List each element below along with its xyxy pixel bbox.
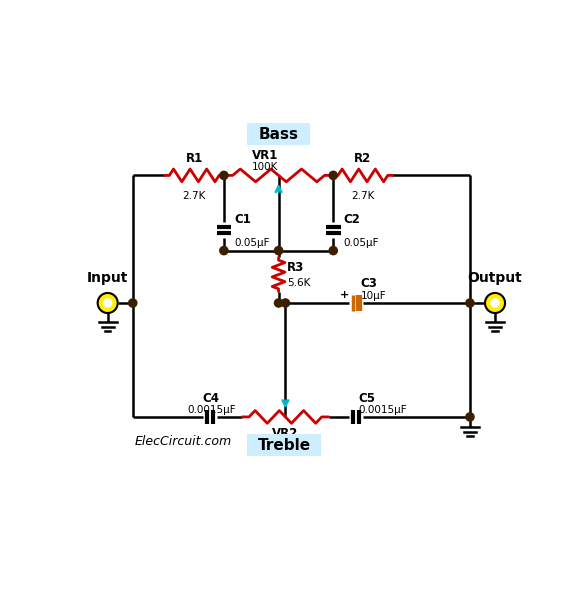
Text: 10μF: 10μF (360, 291, 386, 301)
Text: 100K: 100K (252, 162, 278, 172)
Circle shape (466, 413, 474, 421)
Circle shape (220, 247, 228, 254)
Text: VR2: VR2 (272, 427, 299, 440)
Text: C3: C3 (360, 277, 377, 290)
Text: Input: Input (87, 271, 128, 285)
Text: R1: R1 (186, 152, 203, 166)
Circle shape (275, 247, 283, 254)
Circle shape (98, 293, 118, 313)
Text: C4: C4 (202, 392, 219, 405)
Text: 5.6K: 5.6K (287, 278, 310, 288)
Circle shape (329, 247, 338, 254)
FancyBboxPatch shape (247, 434, 322, 456)
Circle shape (220, 172, 228, 179)
Text: R2: R2 (354, 152, 372, 166)
Text: 0.05μF: 0.05μF (343, 238, 379, 248)
Text: Output: Output (467, 271, 522, 285)
Text: 0.0015μF: 0.0015μF (188, 405, 236, 415)
Text: VR1: VR1 (252, 149, 278, 162)
Circle shape (275, 299, 283, 307)
Circle shape (491, 299, 499, 307)
Circle shape (466, 299, 474, 307)
FancyBboxPatch shape (247, 124, 310, 145)
Text: C1: C1 (234, 214, 250, 226)
Text: 0.05μF: 0.05μF (234, 238, 269, 248)
Text: R3: R3 (287, 261, 304, 274)
Text: Bass: Bass (259, 127, 299, 142)
Text: C5: C5 (358, 392, 375, 405)
Text: Treble: Treble (258, 437, 311, 452)
Text: +: + (340, 290, 349, 300)
Text: 100K: 100K (272, 438, 299, 448)
Circle shape (281, 299, 289, 307)
Text: 2.7K: 2.7K (351, 191, 375, 201)
Circle shape (103, 299, 112, 307)
Circle shape (485, 293, 505, 313)
Circle shape (129, 299, 137, 307)
Text: C2: C2 (343, 214, 360, 226)
Text: 2.7K: 2.7K (182, 191, 206, 201)
Circle shape (329, 172, 338, 179)
Text: ElecCircuit.com: ElecCircuit.com (134, 436, 232, 448)
Text: 0.0015μF: 0.0015μF (358, 405, 407, 415)
